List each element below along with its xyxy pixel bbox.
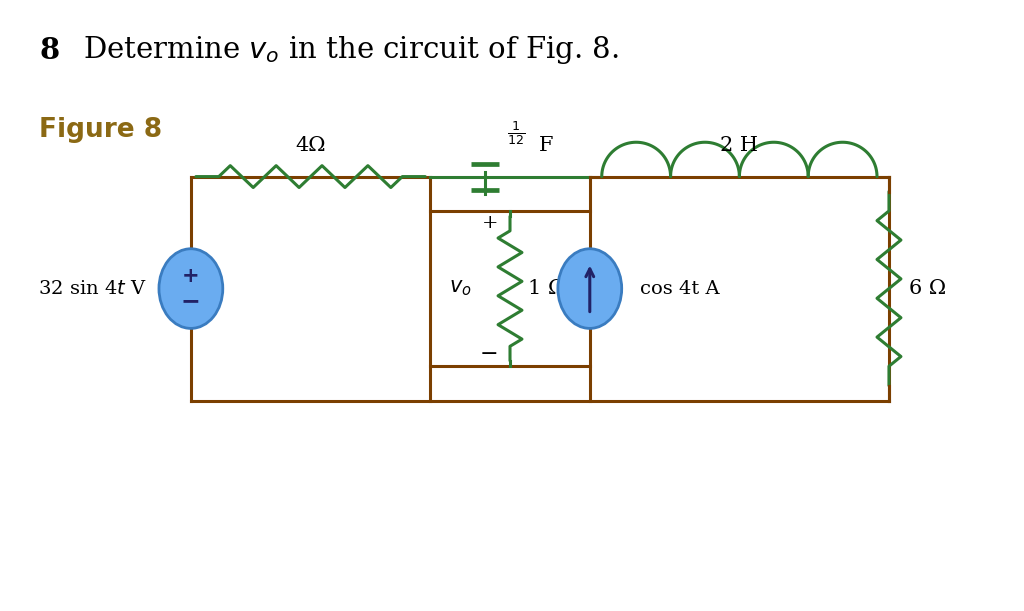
Text: Figure 8: Figure 8 bbox=[39, 117, 163, 143]
Ellipse shape bbox=[558, 249, 622, 328]
Text: 1 Ω: 1 Ω bbox=[528, 279, 565, 298]
Text: Determine $v_o$ in the circuit of Fig. 8.: Determine $v_o$ in the circuit of Fig. 8… bbox=[83, 34, 620, 66]
Text: 8: 8 bbox=[39, 35, 59, 65]
Text: $\frac{1}{12}$: $\frac{1}{12}$ bbox=[507, 119, 525, 147]
Text: F: F bbox=[539, 136, 553, 155]
Text: $v_o$: $v_o$ bbox=[449, 279, 471, 298]
Text: 6 Ω: 6 Ω bbox=[909, 279, 946, 298]
Text: +: + bbox=[182, 266, 200, 285]
Ellipse shape bbox=[159, 249, 223, 328]
Text: 4Ω: 4Ω bbox=[295, 136, 326, 155]
Text: 32 sin 4$t$ V: 32 sin 4$t$ V bbox=[38, 280, 147, 298]
Text: 2 H: 2 H bbox=[720, 136, 759, 155]
Text: cos 4t A: cos 4t A bbox=[640, 280, 719, 298]
Text: +: + bbox=[481, 214, 498, 232]
Text: −: − bbox=[479, 343, 498, 365]
Text: −: − bbox=[181, 290, 201, 313]
